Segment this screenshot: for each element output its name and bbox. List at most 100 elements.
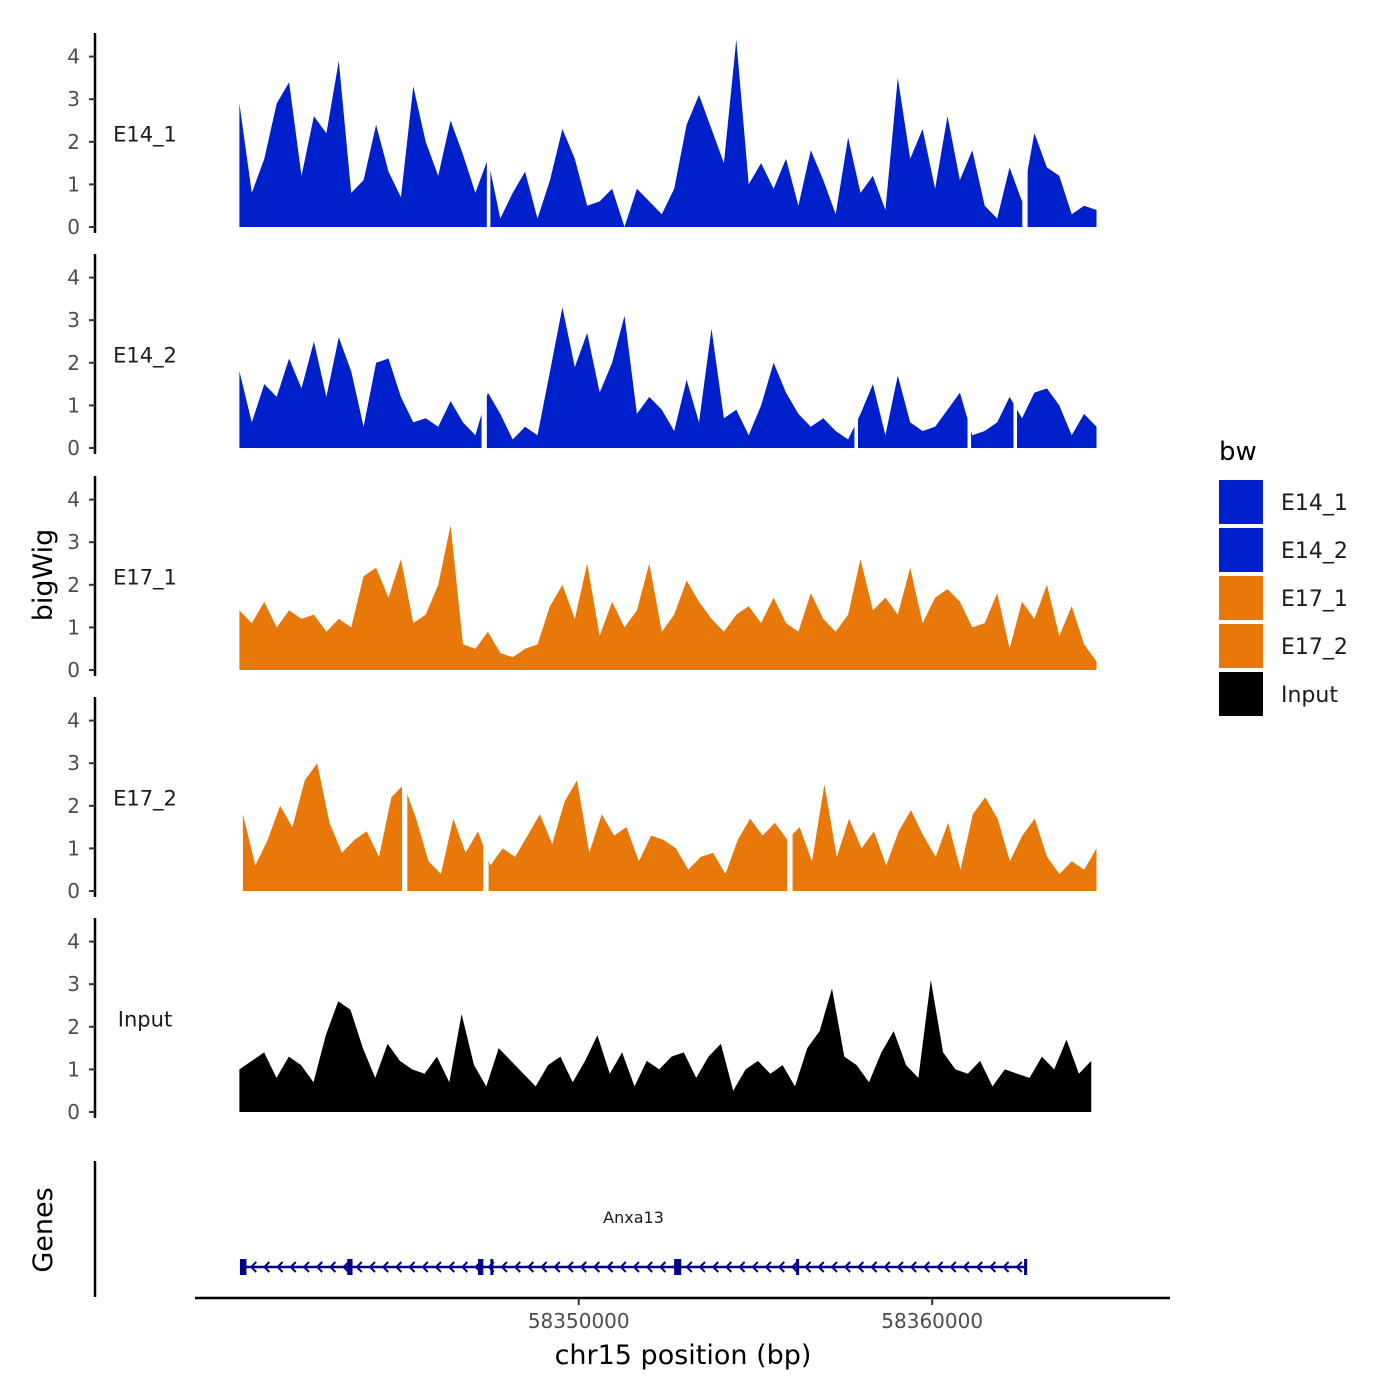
y-tick-label-E14_1-2: 2	[67, 130, 80, 154]
track-label-Input: Input	[118, 1007, 172, 1031]
y-axis-title: bigWig	[28, 529, 59, 622]
gene-exon-3	[490, 1259, 494, 1275]
strand-arrow-icon	[711, 1261, 719, 1273]
legend-swatch-E17_1	[1219, 576, 1263, 620]
strand-arrow-icon	[579, 1261, 587, 1273]
strand-arrow-icon	[685, 1261, 693, 1273]
y-tick-label-Input-3: 3	[67, 972, 80, 996]
strand-arrow-icon	[619, 1261, 627, 1273]
track-E17_2: 0 1 2 3 4 E17_2	[67, 697, 1097, 903]
y-tick-label-E17_2-1: 1	[67, 836, 80, 860]
legend-swatch-E17_2	[1219, 624, 1263, 668]
signal-area-Input	[239, 979, 1092, 1112]
strand-arrow-icon	[830, 1261, 838, 1273]
genes-panel: Genes Anxa13	[28, 1161, 1028, 1297]
strand-arrow-icon	[460, 1261, 469, 1273]
track-label-E14_2: E14_2	[113, 343, 177, 368]
coverage-gap-E14_2-3	[1013, 254, 1018, 449]
strand-arrow-icon	[896, 1261, 904, 1273]
coverage-gap-E17_2-0	[402, 697, 408, 892]
legend-label-E17_2: E17_2	[1281, 635, 1348, 660]
y-tick-label-E14_2-2: 2	[67, 351, 80, 375]
y-tick-label-E17_2-0: 0	[67, 879, 80, 903]
coverage-gap-E14_2-1	[854, 254, 858, 449]
strand-arrow-icon	[394, 1261, 403, 1273]
gene-exon-6	[1024, 1259, 1028, 1275]
y-tick-label-Input-1: 1	[67, 1057, 80, 1081]
y-tick-label-Input-0: 0	[67, 1100, 80, 1124]
strand-arrow-icon	[513, 1261, 521, 1273]
strand-arrow-icon	[434, 1261, 442, 1273]
y-tick-label-E17_1-1: 1	[67, 615, 80, 639]
track-E17_1: 0 1 2 3 4 E17_1	[67, 476, 1097, 682]
strand-arrow-icon	[302, 1261, 310, 1273]
x-tick-label-58350000: 58350000	[528, 1309, 630, 1333]
y-tick-label-E17_2-3: 3	[67, 751, 80, 775]
y-tick-label-E17_1-4: 4	[67, 488, 80, 512]
strand-arrow-icon	[408, 1261, 416, 1273]
y-tick-label-E14_2-0: 0	[67, 436, 80, 460]
strand-arrow-icon	[368, 1261, 376, 1273]
gene-exon-0	[241, 1259, 247, 1275]
strand-arrow-icon	[606, 1261, 614, 1273]
legend-title: bw	[1219, 437, 1257, 467]
y-tick-label-E17_2-2: 2	[67, 794, 80, 818]
strand-arrow-icon	[751, 1261, 759, 1273]
strand-arrow-icon	[790, 1261, 799, 1273]
legend-swatch-Input	[1219, 672, 1263, 716]
legend-swatch-E14_2	[1219, 528, 1263, 572]
strand-arrow-icon	[777, 1261, 785, 1273]
gene-exon-1	[347, 1259, 353, 1275]
legend-label-E14_2: E14_2	[1281, 539, 1348, 564]
coverage-gap-E17_2-1	[483, 697, 489, 892]
strand-arrow-icon	[421, 1261, 429, 1273]
track-label-E17_2: E17_2	[113, 786, 177, 811]
gene-exon-5	[796, 1259, 800, 1275]
coverage-gap-E14_1-0	[486, 33, 491, 228]
genes-panel-title: Genes	[28, 1187, 59, 1272]
strand-arrow-icon	[949, 1261, 957, 1273]
strand-arrow-icon	[817, 1261, 825, 1273]
track-panels: 0 1 2 3 4 E14_1 0 1 2 3 4 E14_2 0 1 2 3 4 E17_1 0 1 2 3 4 E17_2…	[67, 33, 1097, 1124]
y-tick-label-Input-2: 2	[67, 1015, 80, 1039]
strand-arrow-icon	[526, 1261, 535, 1273]
coverage-gap-E14_2-2	[967, 254, 972, 449]
gene-Anxa13: Anxa13	[239, 1208, 1028, 1275]
strand-arrow-icon	[500, 1261, 508, 1273]
y-tick-label-E14_2-4: 4	[67, 266, 80, 290]
strand-arrow-icon	[962, 1261, 970, 1273]
gene-exon-2	[477, 1259, 484, 1275]
gene-exon-4	[674, 1259, 682, 1275]
x-axis: chr15 position (bp) 58350000 58360000	[195, 1296, 1170, 1371]
strand-arrow-icon	[355, 1261, 363, 1273]
coverage-gap-E17_2-2	[787, 697, 793, 892]
legend: bw E14_1 E14_2 E17_1 E17_2 Input	[1219, 437, 1348, 716]
strand-arrow-icon	[566, 1261, 574, 1273]
track-E14_1: 0 1 2 3 4 E14_1	[67, 33, 1097, 239]
signal-area-E14_1	[239, 39, 1097, 227]
strand-arrow-icon	[381, 1261, 389, 1273]
strand-arrow-icon	[975, 1261, 983, 1273]
strand-arrow-icon	[276, 1261, 284, 1273]
track-Input: 0 1 2 3 4 Input	[67, 918, 1092, 1124]
strand-arrow-icon	[922, 1261, 931, 1273]
track-E14_2: 0 1 2 3 4 E14_2	[67, 254, 1097, 460]
y-tick-label-E14_2-1: 1	[67, 393, 80, 417]
strand-arrow-icon	[936, 1261, 944, 1273]
strand-arrow-icon	[645, 1261, 653, 1273]
strand-arrow-icon	[447, 1261, 455, 1273]
y-tick-label-Input-4: 4	[67, 930, 80, 954]
y-tick-label-E14_1-3: 3	[67, 87, 80, 111]
strand-arrow-icon	[262, 1261, 271, 1273]
y-tick-label-E14_1-1: 1	[67, 172, 80, 196]
strand-arrow-icon	[909, 1261, 917, 1273]
strand-arrow-icon	[1015, 1261, 1023, 1273]
strand-arrow-icon	[328, 1261, 337, 1273]
strand-arrow-icon	[856, 1261, 865, 1273]
strand-arrow-icon	[738, 1261, 746, 1273]
strand-arrow-icon	[804, 1261, 812, 1273]
signal-area-E17_2	[242, 763, 1097, 891]
strand-arrow-icon	[724, 1261, 733, 1273]
y-tick-label-E14_1-4: 4	[67, 45, 80, 69]
strand-arrow-icon	[592, 1261, 601, 1273]
